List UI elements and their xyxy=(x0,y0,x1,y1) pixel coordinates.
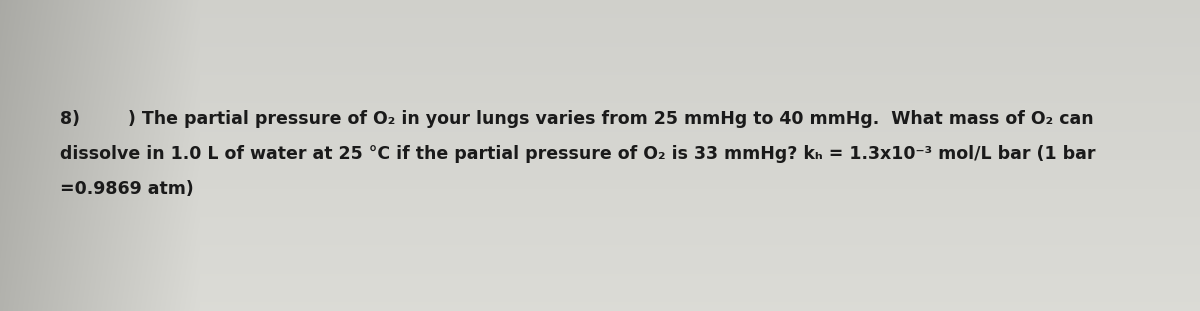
Text: =0.9869 atm): =0.9869 atm) xyxy=(60,180,193,198)
Text: 8)        ) The partial pressure of O₂ in your lungs varies from 25 mmHg to 40 m: 8) ) The partial pressure of O₂ in your … xyxy=(60,110,1093,128)
Text: dissolve in 1.0 L of water at 25 °C if the partial pressure of O₂ is 33 mmHg? kₕ: dissolve in 1.0 L of water at 25 °C if t… xyxy=(60,145,1096,163)
